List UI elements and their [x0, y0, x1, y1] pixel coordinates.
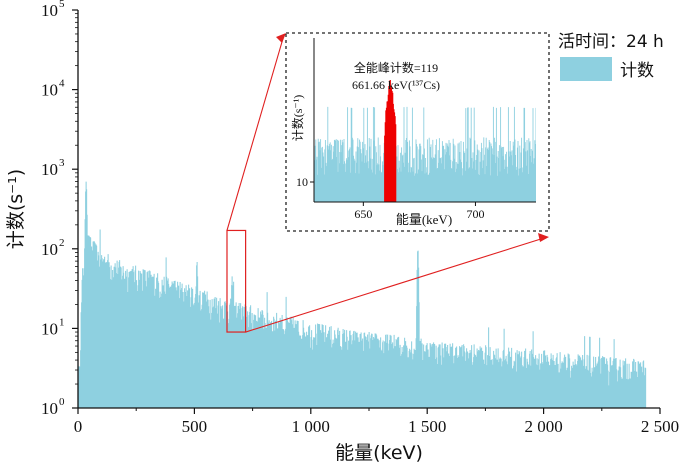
y-tick-exponent: 1 — [59, 316, 65, 328]
y-tick-label: 10 — [41, 399, 58, 418]
inset-x-tick-label: 650 — [354, 207, 372, 221]
inset-annotation-line2: 661.66 keV(¹³⁷Cs) — [352, 78, 440, 92]
inset-y-tick-label: 10 — [296, 175, 308, 189]
legend: 活时间：24 h 计数 — [558, 32, 664, 81]
y-tick-label: 10 — [41, 160, 58, 179]
main-series-bars — [78, 181, 647, 408]
inset-annotation-line1: 全能峰计数=119 — [354, 60, 438, 75]
y-tick-exponent: 5 — [59, 0, 65, 10]
y-tick-exponent: 0 — [59, 396, 65, 408]
y-tick-label: 10 — [41, 240, 58, 259]
main-spectrum-bars — [78, 181, 647, 408]
x-tick-label: 1 500 — [408, 417, 446, 436]
y-tick-exponent: 2 — [59, 237, 65, 249]
inset-x-axis-title: 能量(keV) — [396, 212, 452, 227]
inset-axis-ticks: 650 700 10 — [296, 175, 484, 221]
legend-swatch — [560, 57, 612, 81]
inset-x-tick-label: 700 — [466, 207, 484, 221]
y-tick-exponent: 3 — [59, 157, 65, 169]
inset-peak-bars — [384, 80, 397, 202]
y-axis-title: 计数(s⁻¹) — [5, 169, 27, 249]
x-axis-title: 能量(keV) — [335, 442, 423, 464]
connector-line-upper — [226, 34, 285, 231]
arrowhead-upper — [276, 33, 286, 43]
legend-title: 活时间：24 h — [558, 32, 664, 52]
arrowhead-lower — [538, 233, 549, 242]
y-tick-label: 10 — [41, 319, 58, 338]
legend-label: 计数 — [620, 61, 654, 81]
connector-line-lower — [245, 237, 545, 333]
y-tick-exponent: 4 — [59, 78, 65, 90]
y-tick-label: 10 — [41, 1, 58, 20]
inset-spectrum-bars — [314, 80, 536, 202]
y-tick-label: 10 — [41, 81, 58, 100]
x-tick-label: 1 000 — [292, 417, 330, 436]
zoom-connector-group — [226, 33, 549, 333]
inset-axes-frame — [313, 38, 536, 203]
x-tick-label: 0 — [74, 417, 83, 436]
inset-y-axis-title: 计数(s⁻¹) — [290, 95, 305, 142]
x-tick-label: 2 000 — [524, 417, 562, 436]
x-tick-label: 500 — [182, 417, 208, 436]
highlight-box — [226, 229, 247, 333]
x-tick-label: 2 500 — [641, 417, 679, 436]
